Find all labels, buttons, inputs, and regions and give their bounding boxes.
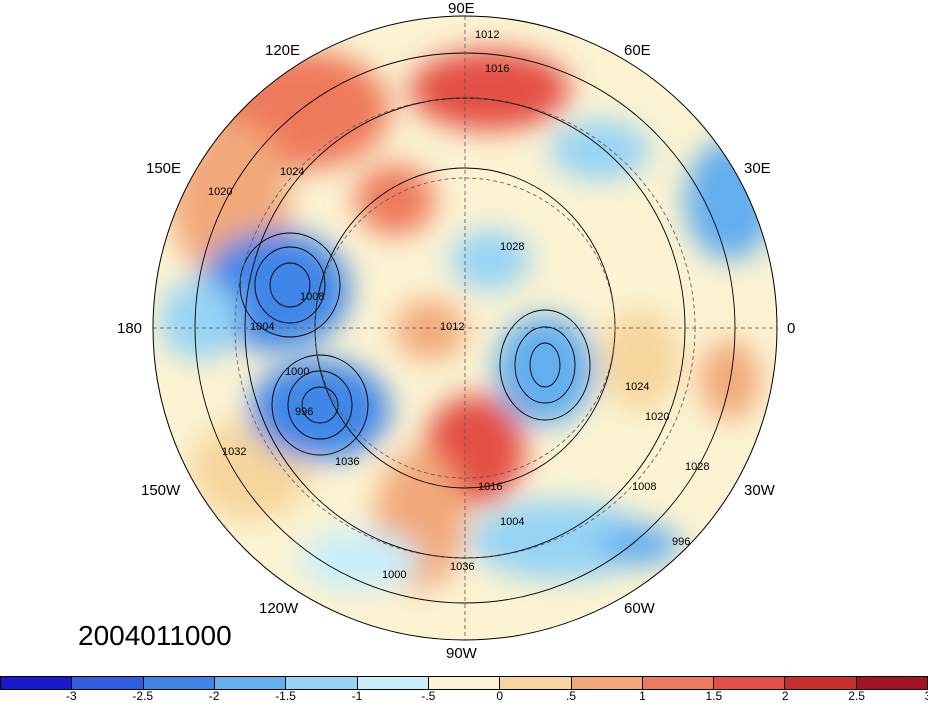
colorbar-tick-label: 3 [925,689,928,703]
colorbar-segment [642,677,715,689]
colorbar-tick-label: -1 [351,689,363,703]
colorbar-segment [72,677,144,689]
lon-label-150e: 150E [146,160,182,177]
contour-label: 1012 [475,29,499,41]
colorbar-tick-label: 1 [639,689,646,703]
map-boundary [152,15,778,641]
colorbar-segment [357,677,429,689]
anomaly-shading [153,16,777,640]
colorbar-segment [785,677,857,689]
contour-label: 1028 [685,461,709,473]
lon-label-120e: 120E [265,42,301,59]
lon-label-150w: 150W [141,482,181,499]
colorbar-segment [714,677,786,689]
contour-label: 1028 [500,241,524,253]
lon-label-0: 0 [787,320,796,337]
lon-label-180: 180 [117,320,143,337]
colorbar-segment [856,677,928,689]
contour-label: 1024 [625,381,649,393]
colorbar-tick-label: -.5 [421,689,436,703]
colorbar-segment [214,677,287,689]
contour-label: 996 [295,406,313,418]
contour-label: 1024 [280,166,304,178]
colorbar-tick-label: 2 [781,689,789,703]
colorbar-segment [428,677,501,689]
contour-label: 1016 [485,63,509,75]
contour-label: 1020 [645,411,669,423]
colorbar-segment [1,677,73,689]
colorbar-tick-label: -2.5 [132,689,154,703]
colorbar-tick-label: 0 [496,689,504,703]
colorbar-tick-label: -1.5 [275,689,296,703]
contour-label: 1016 [478,481,502,493]
contour-label: 1004 [500,516,524,528]
colorbar-tick-label: .5 [566,689,577,703]
colorbar-tick-label: -3 [66,689,77,703]
colorbar [0,676,928,690]
contour-labels: 1012 1016 1020 1024 1028 1008 1004 1000 996 1036 1… [208,29,709,581]
contour-label: 1004 [250,321,274,333]
contour-label: 1000 [382,569,406,581]
colorbar-segment [286,677,358,689]
lon-label-90e: 90E [448,0,475,17]
colorbar-tick-label: 2.5 [848,689,865,703]
contour-label: 1008 [300,291,324,303]
colorbar-segment [143,677,215,689]
contour-label: 1036 [335,456,359,468]
lon-label-30w: 30W [744,482,775,499]
date-stamp: 2004011000 [78,620,232,651]
contour-label: 1008 [632,481,656,493]
contour-label: 1032 [222,446,246,458]
graticule [153,16,777,640]
colorbar-segment [500,677,572,689]
contour-label: 1012 [440,321,464,333]
lon-label-90w: 90W [446,645,477,662]
colorbar-segment [571,677,643,689]
colorbar-tick-label: -2 [208,689,220,703]
contour-label: 1000 [285,366,309,378]
contour-label: 996 [672,536,690,548]
lon-label-60e: 60E [624,42,651,59]
lon-label-120w: 120W [259,600,299,617]
lon-label-60w: 60W [624,600,655,617]
contour-label: 1036 [450,561,474,573]
lon-label-30e: 30E [744,160,771,177]
colorbar-tick-label: 1.5 [705,689,723,703]
contour-label: 1020 [208,186,232,198]
